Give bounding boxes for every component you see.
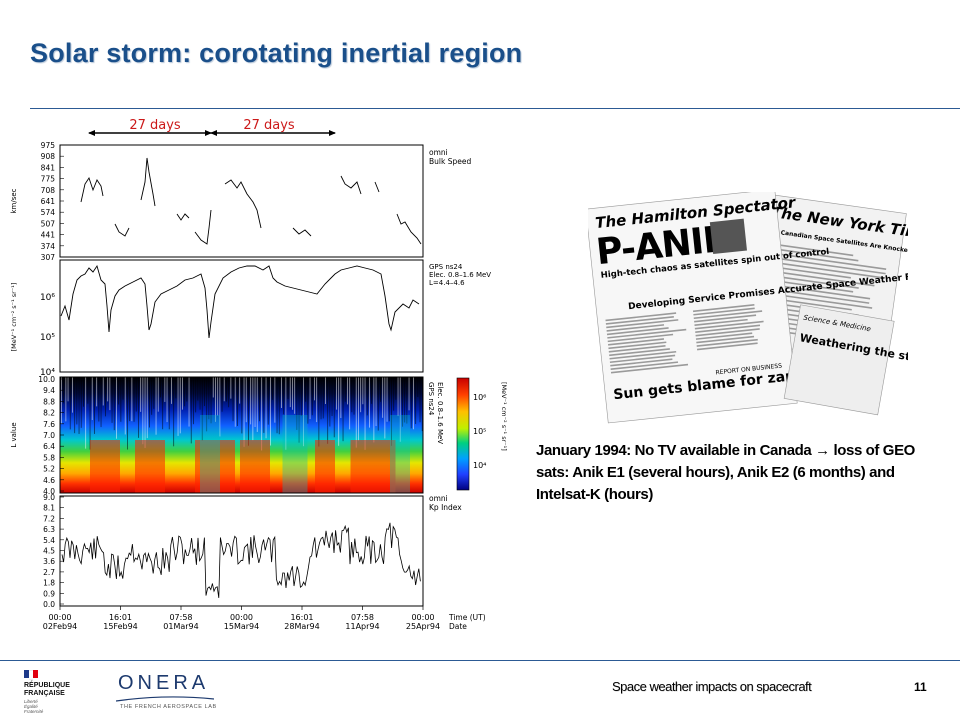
panel-1-tick: 641 [41, 197, 56, 206]
panel-2-label-2: Elec. 0.8–1.6 MeV [429, 271, 491, 279]
onera-logo: ONERA THE FRENCH AEROSPACE LAB [110, 668, 220, 714]
panel-4-tick: 9.0 [43, 493, 55, 502]
panel-3-tick: 7.6 [43, 420, 55, 429]
rf-motto-2: Égalité [24, 704, 38, 709]
time-tick-date: 15Mar94 [224, 622, 259, 631]
republique-francaise-logo: RÉPUBLIQUE FRANÇAISE Liberté Égalité Fra… [24, 670, 70, 716]
panel-1-ylabel: km/sec [10, 188, 18, 213]
space-weather-figure: 27 days 27 days 975 908 841 775 708 641 574 507… [10, 118, 508, 631]
panel-4-label-2: Kp Index [429, 503, 462, 512]
footer-divider [0, 660, 960, 661]
time-tick-time: 07:58 [169, 613, 192, 622]
panel-1-tick: 775 [41, 175, 56, 184]
time-tick-time: 00:00 [230, 613, 253, 622]
footer-title: Space weather impacts on spacecraft [612, 679, 812, 694]
rf-motto-3: Fraternité [24, 709, 44, 714]
panel-2-label-3: L=4.4–4.6 [429, 279, 465, 287]
newspaper-collage: The New York Times 2 Canadian Space Sate… [588, 192, 908, 437]
time-tick-date: 28Mar94 [284, 622, 319, 631]
panel-3-tick: 4.0 [43, 487, 55, 496]
time-tick-date: 11Apr94 [345, 622, 379, 631]
panel-1-tick: 441 [41, 231, 56, 240]
slide-caption: January 1994: No TV available in Canada … [536, 442, 915, 503]
panel-4-label-1: omni [429, 494, 448, 503]
rf-motto-1: Liberté [24, 699, 38, 704]
colorbar-tick-1: 10⁵ [473, 427, 486, 436]
onera-swoosh-icon [116, 696, 214, 702]
panel-2-tick-2: 10⁴ [40, 368, 55, 378]
time-tick-date: 02Feb94 [43, 622, 78, 631]
period-label-2: 27 days [243, 118, 295, 133]
panel-1-label-1: omni [429, 148, 448, 157]
panel-1-tick: 574 [41, 208, 56, 217]
time-tick-time: 00:00 [48, 613, 71, 622]
panel-4-tick: 7.2 [43, 514, 55, 523]
panel-1-tick: 507 [41, 219, 56, 228]
date-axis-label: Date [449, 622, 467, 631]
panel-2-label-1: GPS ns24 [429, 263, 463, 271]
rf-line-2: FRANÇAISE [24, 690, 65, 697]
panel-2-tick-0: 10⁶ [40, 293, 55, 303]
panel-3-tick: 6.4 [43, 442, 55, 451]
time-tick-time: 16:01 [290, 613, 313, 622]
panel-3-tick: 8.2 [43, 409, 55, 418]
time-tick-date: 01Mar94 [163, 622, 198, 631]
panel-1-tick: 908 [41, 152, 56, 161]
panel-4-tick: 5.4 [43, 536, 55, 545]
panel-bulk-speed: 975 908 841 775 708 641 574 507 441 374 307 [41, 141, 424, 262]
panel-3-tick: 7.0 [43, 431, 55, 440]
colorbar-tick-0: 10⁶ [473, 393, 486, 402]
onera-tagline: THE FRENCH AEROSPACE LAB [120, 704, 217, 710]
panel-kp-index: 9.0 8.17.2 6.3 5.4 4.53.6 2.7 1.80.9 0.0 [43, 493, 424, 609]
time-tick-time: 07:58 [351, 613, 374, 622]
colorbar-label: [MeV⁻¹ cm⁻² s⁻¹ sr⁻¹] [500, 382, 508, 451]
page-number: 11 [914, 680, 927, 694]
time-tick-time: 00:00 [411, 613, 434, 622]
panel-3-tick: 5.8 [43, 453, 55, 462]
colorbar-tick-2: 10⁴ [473, 461, 486, 470]
panel-electron-flux: 10⁶ 10⁵ 10⁴ [40, 259, 424, 378]
kp-index-trace [61, 522, 421, 598]
bulk-speed-trace [80, 157, 422, 245]
panel-3-tick: 5.2 [43, 465, 55, 474]
panel-1-tick: 374 [41, 242, 56, 251]
title-divider [30, 108, 960, 109]
panel-3-tick: 10.0 [38, 375, 55, 384]
panel-3-tick: 9.4 [43, 386, 55, 395]
panel-4-tick: 8.1 [43, 504, 55, 513]
panel-1-tick: 307 [41, 253, 56, 262]
panel-3-side-label-1: GPS ns24 [427, 382, 435, 416]
time-tick-time: 16:01 [109, 613, 132, 622]
time-axis-label: Time (UT) [448, 613, 486, 622]
panel-2-ylabel: [MeV⁻¹ cm⁻² s⁻¹ sr⁻¹] [10, 283, 18, 352]
panel-4-tick: 3.6 [43, 557, 55, 566]
slide-title: Solar storm: corotating inertial region [30, 38, 523, 68]
panel-3-tick: 8.8 [43, 397, 55, 406]
panel-3-ylabel: L value [10, 422, 18, 447]
panel-3-tick: 4.6 [43, 476, 55, 485]
time-tick-date: 25Apr94 [406, 622, 440, 631]
panel-4-tick: 6.3 [43, 525, 55, 534]
onera-wordmark: ONERA [118, 672, 210, 694]
period-label-1: 27 days [129, 118, 181, 133]
panel-4-tick: 2.7 [43, 568, 55, 577]
panel-spectrogram: 10.0 9.4 8.8 8.2 7.6 7.0 6.4 5.8 5.2 4.6 4.0 [38, 375, 424, 496]
panel-1-tick: 708 [41, 186, 56, 195]
panel-1-label-2: Bulk Speed [429, 157, 471, 166]
panel-3-side-label-2: Elec. 0.8–1.6 MeV [436, 382, 444, 444]
panel-4-tick: 0.9 [43, 589, 55, 598]
rf-line-1: RÉPUBLIQUE [24, 682, 70, 689]
time-axis: 00:0002Feb9416:0115Feb9407:5801Mar9400:0… [43, 606, 440, 631]
panel-1-tick: 841 [41, 163, 56, 172]
electron-flux-trace [60, 264, 420, 339]
panel-4-tick: 4.5 [43, 547, 55, 556]
panel-2-tick-1: 10⁵ [40, 333, 55, 343]
time-tick-date: 15Feb94 [103, 622, 138, 631]
panel-1-tick: 975 [41, 141, 56, 150]
panel-4-tick: 1.8 [43, 579, 55, 588]
colorbar [456, 377, 470, 491]
panel-4-tick: 0.0 [43, 600, 55, 609]
french-flag-icon [24, 670, 39, 680]
